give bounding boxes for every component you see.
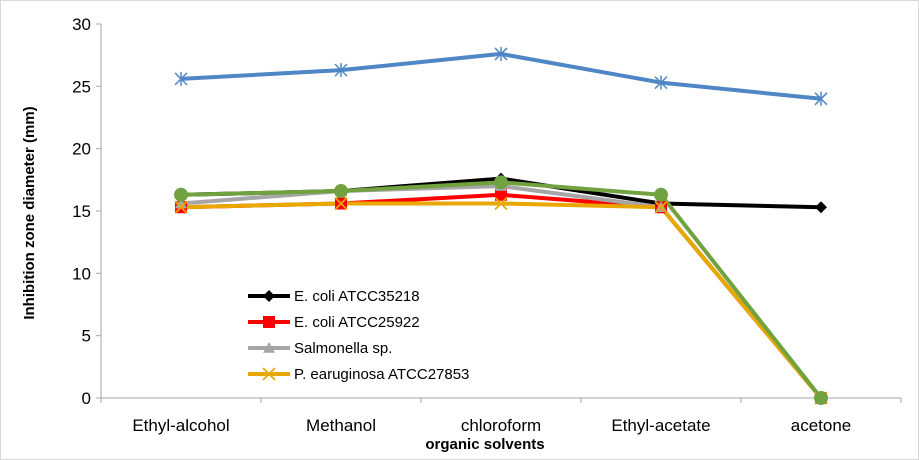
data-point-3-0 [174,200,188,214]
marker-stroke [654,200,668,214]
y-tick-label: 25 [72,77,91,96]
series-line-3 [180,201,823,400]
data-point-2-0 [175,197,187,209]
y-tick-label: 20 [72,140,91,159]
y-tick-label: 15 [72,202,91,221]
legend-label: E. coli ATCC35218 [294,288,420,305]
x-tick-label: chloroform [461,416,541,435]
legend-label: P. earuginosa ATCC27853 [294,366,469,383]
data-point-1-2 [495,188,507,201]
data-point-4-0 [174,71,188,86]
data-point-5-2 [494,175,508,190]
legend-label: E. coli ATCC25922 [294,314,420,331]
data-point-4-4 [814,91,828,106]
data-point-5-0 [174,187,188,202]
data-point-4-2 [494,46,508,61]
y-tick-label: 0 [82,389,91,408]
x-axis-title: organic solvents [425,436,544,453]
y-tick-label: 30 [72,15,91,34]
legend-marker [262,367,276,381]
marker-stroke [334,196,348,211]
series-markers [174,46,828,405]
y-tick-label: 10 [72,264,91,283]
data-point-5-4 [814,391,828,405]
data-point-5-3 [654,187,668,202]
marker-stroke [174,200,188,214]
data-point-4-3 [654,75,668,90]
legend-marker [263,290,275,302]
series-line-5 [180,180,823,400]
x-tick-label: acetone [791,416,852,435]
marker-stroke [494,196,508,211]
y-tick-label: 5 [82,327,91,346]
y-axis-title: Inhibition zone diameter (mm) [21,106,38,319]
data-point-4-1 [334,63,348,78]
data-point-3-1 [334,196,348,211]
axes [96,23,902,403]
series-line-2 [180,184,823,400]
x-tick-labels: Ethyl-alcohol Methanol chloroform Ethyl-ace… [132,416,851,435]
x-tick-label: Ethyl-alcohol [132,416,229,435]
legend-label: Salmonella sp. [294,340,392,357]
marker-stroke [262,367,276,381]
x-tick-label: Ethyl-acetate [611,416,710,435]
data-point-3-2 [494,196,508,211]
x-tick-label: Methanol [306,416,376,435]
y-tick-labels: 0 5 10 15 20 25 30 [72,15,91,408]
legend-marker [263,342,275,353]
legend: E. coli ATCC35218 E. coli ATCC25922 Salmon… [248,288,469,383]
data-point-3-3 [654,200,668,214]
legend-marker [263,316,275,328]
data-point-0-4 [815,201,827,214]
data-point-5-1 [334,184,348,199]
